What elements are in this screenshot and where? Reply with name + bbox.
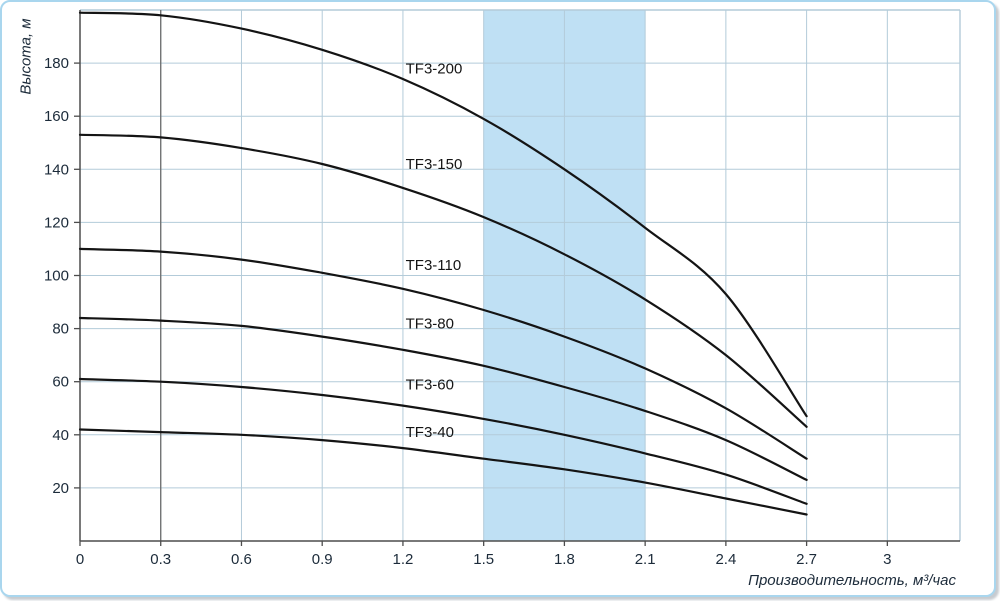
y-tick-label: 60 <box>52 374 69 391</box>
curve-label-TF3-80: TF3-80 <box>406 315 454 332</box>
y-tick-label: 140 <box>44 161 69 178</box>
y-tick-label: 180 <box>44 55 69 72</box>
y-tick-label: 20 <box>52 480 69 497</box>
curve-label-TF3-40: TF3-40 <box>406 424 454 441</box>
x-tick-label: 1.2 <box>393 551 414 568</box>
pump-curve-TF3-40 <box>78 428 808 516</box>
y-tick-label: 80 <box>52 321 69 338</box>
curve-label-TF3-150: TF3-150 <box>406 156 463 173</box>
x-tick-label: 0 <box>76 551 84 568</box>
x-tick-label: 2.1 <box>635 551 656 568</box>
curve-label-TF3-200: TF3-200 <box>406 60 463 77</box>
x-tick-label: 1.8 <box>554 551 575 568</box>
pump-curve-TF3-110 <box>78 247 808 460</box>
x-tick-label: 3 <box>883 551 891 568</box>
curve-label-TF3-60: TF3-60 <box>406 376 454 393</box>
x-tick-label: 0.9 <box>312 551 333 568</box>
pump-curve-TF3-60 <box>78 377 808 505</box>
x-axis-title: Производительность, м³/час <box>748 572 956 589</box>
y-tick-label: 40 <box>52 427 69 444</box>
y-tick-label: 120 <box>44 214 69 231</box>
y-tick-label: 100 <box>44 268 69 285</box>
x-tick-label: 0.3 <box>150 551 171 568</box>
pump-curve-TF3-80 <box>78 316 808 481</box>
pump-curve-TF3-150 <box>78 133 808 428</box>
x-tick-label: 0.6 <box>231 551 252 568</box>
x-tick-label: 2.4 <box>715 551 736 568</box>
curve-label-TF3-110: TF3-110 <box>406 257 462 274</box>
y-axis-title: Высота, м <box>17 18 35 95</box>
pump-curve-TF3-200 <box>78 11 808 418</box>
x-tick-label: 1.5 <box>473 551 494 568</box>
x-tick-label: 2.7 <box>796 551 817 568</box>
y-tick-label: 160 <box>44 108 69 125</box>
